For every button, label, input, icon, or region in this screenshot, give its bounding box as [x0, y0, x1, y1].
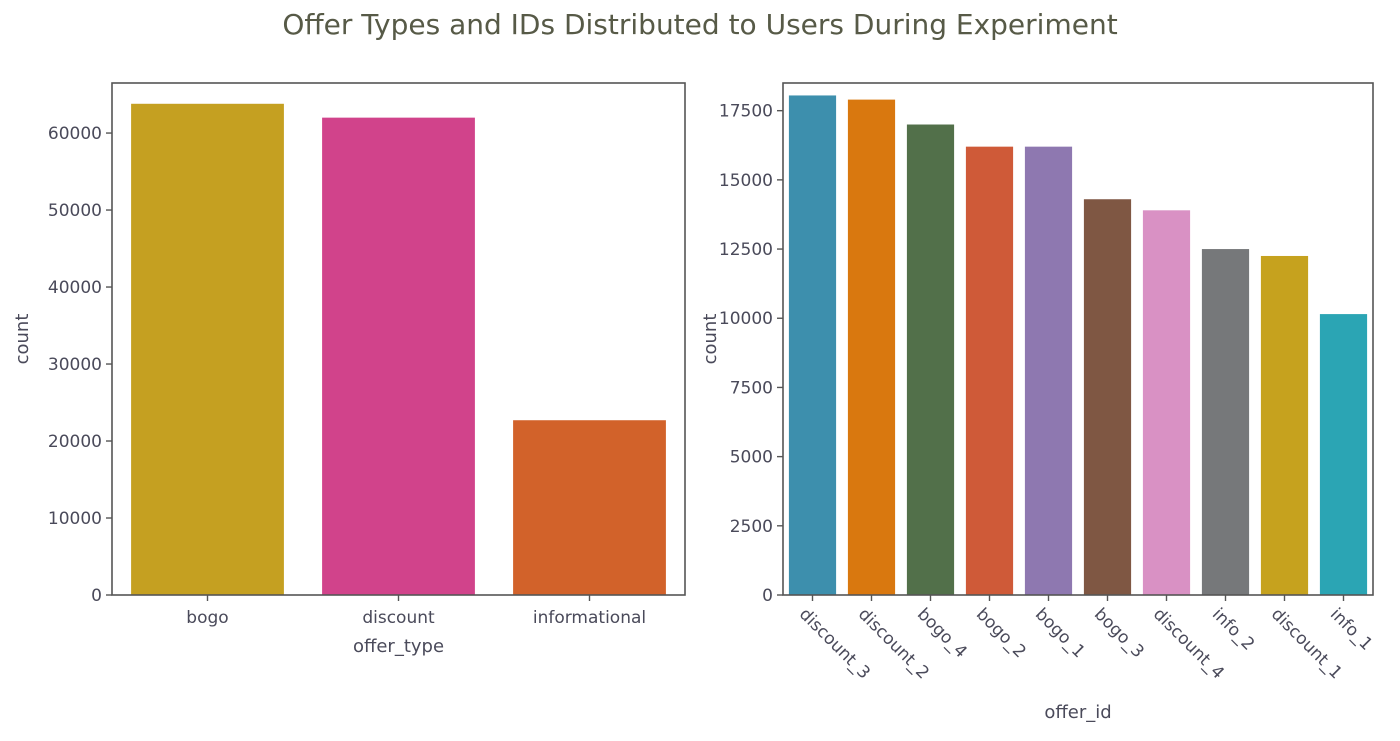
x-tick-label: info_1 [1326, 604, 1376, 654]
y-tick-label: 30000 [48, 355, 102, 375]
bar-bogo_3 [1083, 199, 1132, 595]
y-tick-label: 17500 [719, 102, 773, 122]
bar-informational [513, 420, 666, 595]
y-tick-label: 60000 [48, 124, 102, 144]
y-tick-label: 15000 [719, 171, 773, 191]
bar-discount_1 [1260, 255, 1309, 596]
bar-discount [322, 117, 475, 596]
bar-discount_4 [1142, 210, 1191, 595]
bar-bogo [131, 103, 284, 596]
x-tick-label: bogo_1 [1031, 604, 1089, 662]
y-tick-label: 0 [91, 586, 102, 606]
bar-info_2 [1201, 249, 1250, 595]
y-axis-label: count [12, 314, 33, 365]
x-tick-label: info_2 [1208, 604, 1258, 654]
x-axis-label: offer_type [353, 636, 444, 657]
y-tick-label: 0 [762, 586, 773, 606]
y-axis-label: count [700, 314, 721, 365]
x-tick-label: bogo_3 [1090, 604, 1148, 662]
bar-info_1 [1319, 314, 1368, 595]
y-tick-label: 50000 [48, 201, 102, 221]
figure-title: Offer Types and IDs Distributed to Users… [282, 8, 1118, 41]
bar-bogo_2 [965, 146, 1014, 595]
y-tick-label: 2500 [730, 517, 773, 537]
chart-offer-id: 025005000750010000125001500017500discoun… [700, 82, 1376, 723]
x-tick-label: discount [362, 608, 435, 628]
x-tick-label: bogo [186, 608, 228, 628]
y-tick-label: 12500 [719, 240, 773, 260]
bar-discount_2 [847, 99, 896, 595]
y-tick-label: 40000 [48, 278, 102, 298]
x-tick-label: informational [533, 608, 646, 628]
bar-discount_3 [788, 95, 837, 596]
x-tick-label: bogo_4 [913, 604, 971, 662]
chart-offer-type: 0 10000 20000 30000 40000 50000 60000 bogo disco… [12, 82, 686, 657]
y-tick-label: 20000 [48, 432, 102, 452]
y-tick-label: 10000 [48, 509, 102, 529]
y-tick-label: 10000 [719, 309, 773, 329]
x-axis-label: offer_id [1044, 702, 1111, 723]
y-tick-label: 5000 [730, 448, 773, 468]
bar-bogo_1 [1024, 146, 1073, 595]
x-tick-label: bogo_2 [972, 604, 1030, 662]
bar-bogo_4 [906, 124, 955, 595]
y-tick-label: 7500 [730, 378, 773, 398]
plot-frame [782, 82, 1374, 596]
